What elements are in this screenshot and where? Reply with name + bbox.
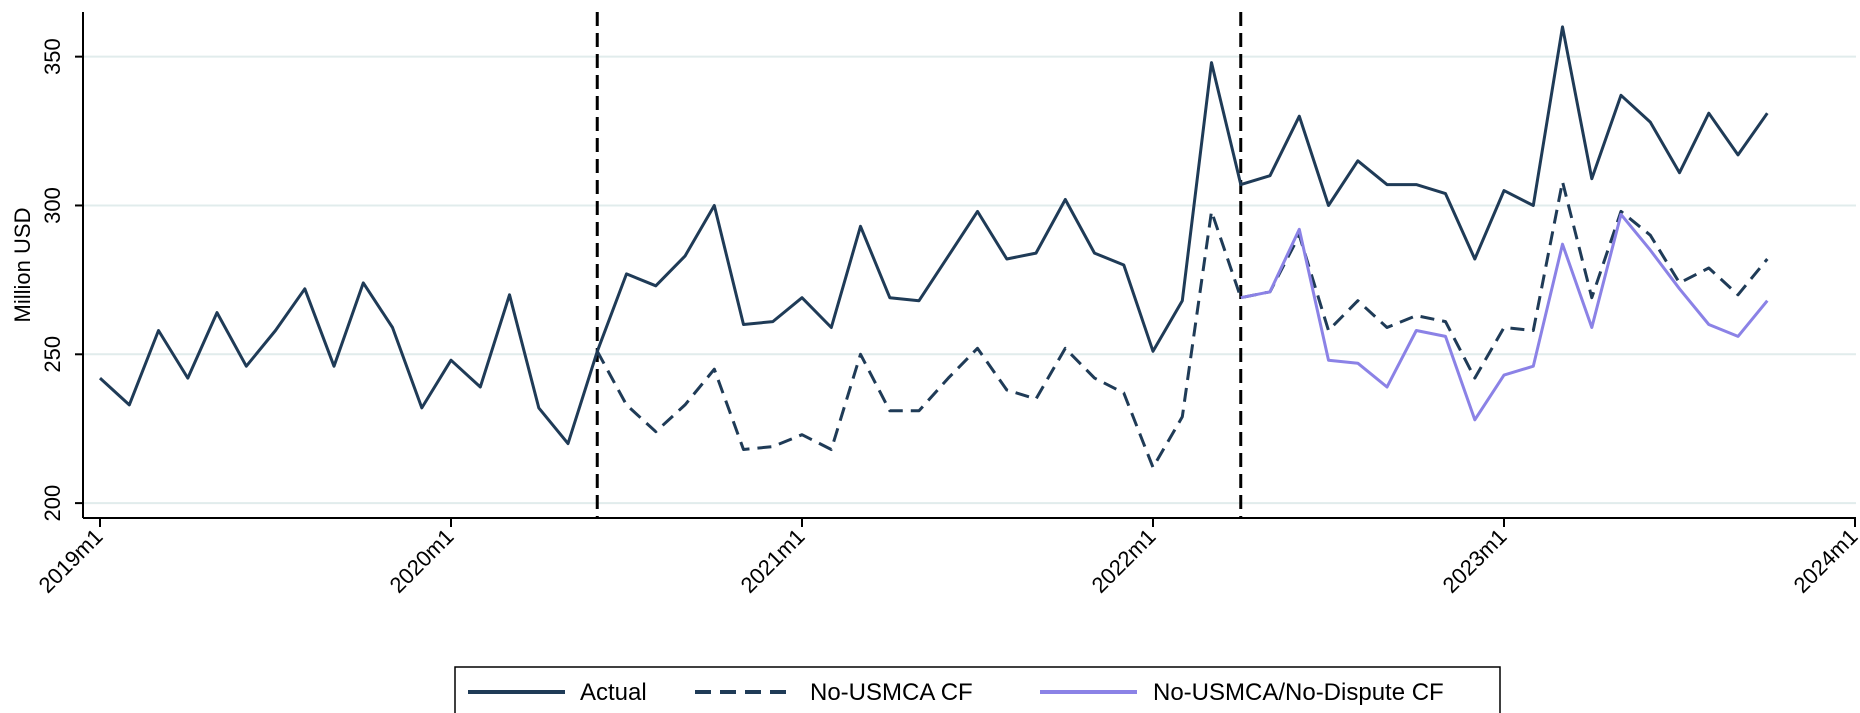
axes <box>82 12 1856 519</box>
reference-lines <box>595 12 1243 518</box>
series-lines <box>98 25 1769 469</box>
legend-label-no-usmca-no-dispute: No-USMCA/No-Dispute CF <box>1153 679 1444 706</box>
y-ticks: 200 250 300 350 <box>40 38 83 521</box>
legend-label-actual: Actual <box>580 679 647 706</box>
legend-label-no-usmca: No-USMCA CF <box>810 679 973 706</box>
x-tick-label: 2023m1 <box>1438 524 1512 598</box>
x-tick-label: 2021m1 <box>736 524 810 598</box>
series-line-1 <box>98 25 1769 446</box>
y-tick-label: 350 <box>40 38 65 75</box>
x-ticks: 2019m1 2020m1 2021m1 2022m1 2023m1 2024m1 <box>34 518 1860 598</box>
y-tick-label: 250 <box>40 336 65 373</box>
grid-lines <box>83 55 1856 505</box>
x-tick-label: 2024m1 <box>1789 524 1860 598</box>
x-tick-label: 2022m1 <box>1087 524 1161 598</box>
legend-box <box>454 666 1501 713</box>
series-line-3 <box>1240 212 1769 422</box>
y-axis-title: Million USD <box>10 208 35 323</box>
x-tick-label: 2020m1 <box>385 524 459 598</box>
y-tick-label: 200 <box>40 485 65 522</box>
legend: Actual No-USMCA CF No-USMCA/No-Dispute C… <box>454 666 1501 713</box>
series-line-2 <box>595 180 1769 469</box>
y-tick-label: 300 <box>40 187 65 224</box>
x-tick-label: 2019m1 <box>34 524 108 598</box>
